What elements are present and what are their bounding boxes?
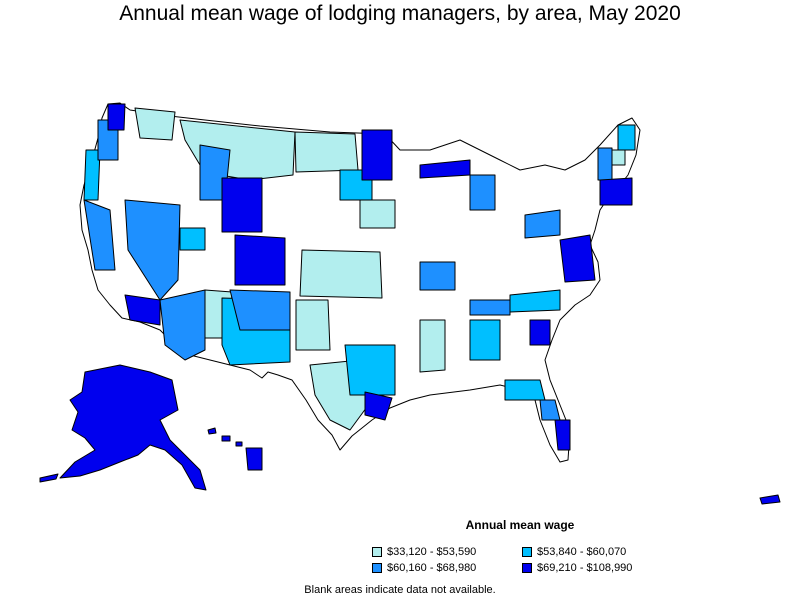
region-pennsylvania	[524, 209, 561, 239]
region-michigan	[469, 174, 496, 211]
legend-swatch	[372, 563, 382, 573]
legend-item-tier3: $60,160 - $68,980	[372, 562, 476, 574]
legend-item-tier1: $33,120 - $53,590	[372, 546, 476, 558]
region-iowa	[359, 199, 396, 229]
legend-item-tier2: $53,840 - $60,070	[522, 546, 626, 558]
region-colorado	[234, 234, 286, 286]
region-kansas	[299, 249, 383, 299]
legend-item-tier4: $69,210 - $108,990	[522, 562, 632, 574]
region-minnesota	[361, 129, 393, 181]
region-maine-north	[611, 149, 626, 166]
region-colorado-south	[229, 289, 291, 331]
region-utah	[179, 227, 206, 251]
region-maine	[617, 124, 636, 151]
legend-label: $33,120 - $53,590	[387, 546, 477, 558]
legend-swatch	[522, 563, 532, 573]
region-california-south	[124, 294, 161, 326]
region-vermont	[597, 147, 613, 181]
region-upper-michigan	[419, 159, 471, 179]
region-nevada	[124, 199, 181, 301]
region-georgia	[469, 319, 501, 361]
region-washington-east	[134, 107, 176, 141]
legend-swatch	[522, 547, 532, 557]
region-florida-north	[504, 379, 546, 401]
legend-label: $69,210 - $108,990	[537, 562, 633, 574]
region-washington-puget	[107, 103, 126, 131]
legend-label: $53,840 - $60,070	[537, 546, 627, 558]
region-south-carolina	[529, 319, 551, 346]
region-wyoming	[221, 177, 263, 233]
region-oregon-coast	[83, 149, 101, 201]
region-alaska	[59, 364, 207, 491]
region-puerto-rico	[759, 494, 781, 505]
region-texas-panhandle	[295, 299, 331, 351]
region-new-england	[599, 177, 633, 206]
region-tennessee	[469, 299, 511, 316]
region-mississippi	[419, 319, 446, 373]
region-hawaii	[207, 427, 263, 471]
legend-label: $60,160 - $68,980	[387, 562, 477, 574]
region-alaska-aleutians	[39, 473, 59, 483]
region-mid-atlantic	[559, 234, 596, 283]
region-missouri	[419, 261, 456, 291]
legend-swatch	[372, 547, 382, 557]
footnote: Blank areas indicate data not available.	[304, 584, 496, 596]
region-gulf-coast	[364, 391, 393, 421]
legend-title: Annual mean wage	[465, 518, 575, 532]
region-california-central	[83, 199, 116, 271]
region-florida-south	[554, 419, 571, 451]
region-north-dakota	[294, 131, 359, 173]
region-louisiana	[344, 344, 396, 396]
region-arizona	[159, 289, 206, 361]
map-title: Annual mean wage of lodging managers, by…	[119, 2, 681, 25]
